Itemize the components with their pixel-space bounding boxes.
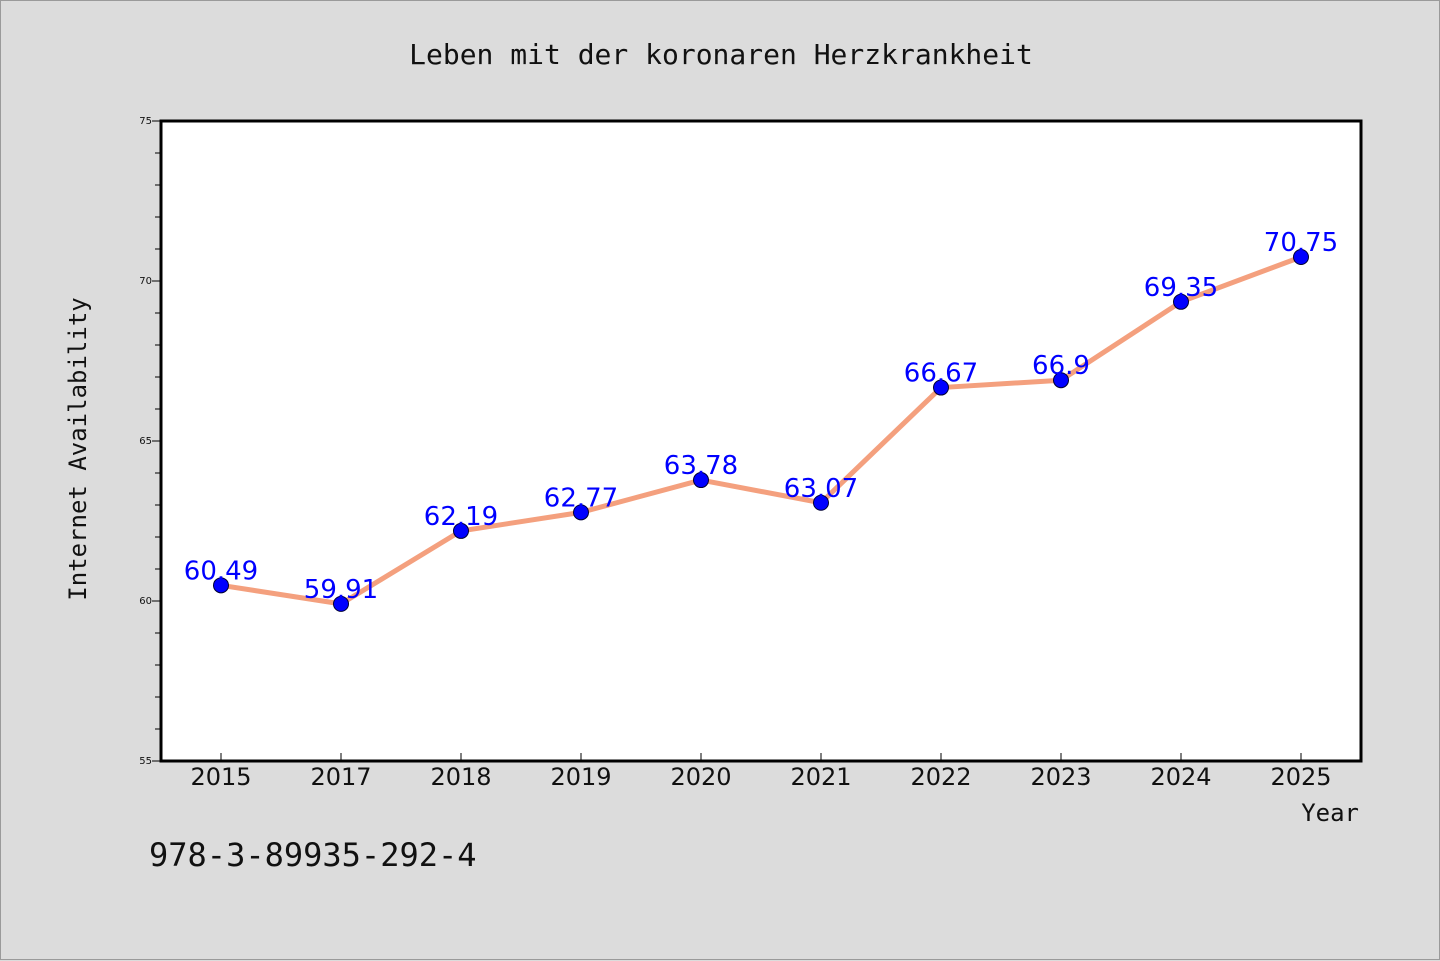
y-tick-label: 75 (139, 116, 152, 127)
x-tick-label: 2023 (1030, 763, 1091, 791)
x-tick-label: 2015 (190, 763, 251, 791)
data-series: 60.49 59.91 62.19 62.77 63.78 63.07 66.67 66.9 6… (184, 228, 1338, 612)
x-tick-label: 2019 (550, 763, 611, 791)
x-axis-label: Year (1301, 799, 1359, 827)
x-axis: 2015 2017 2018 2019 2020 2021 2022 2023 2024 2025 (190, 753, 1332, 791)
data-point (693, 472, 709, 489)
data-point (1293, 249, 1309, 265)
data-label: 66.67 (904, 359, 978, 389)
data-label: 66.9 (1032, 351, 1090, 381)
data-label: 62.77 (544, 483, 618, 513)
data-label: 63.07 (784, 474, 858, 504)
data-label: 60.49 (184, 556, 258, 586)
data-label: 62.19 (424, 502, 498, 532)
data-point (1053, 372, 1069, 389)
data-label: 69.35 (1144, 273, 1218, 303)
data-label: 70.75 (1264, 228, 1338, 258)
x-tick-label: 2024 (1150, 763, 1211, 791)
y-tick-label: 65 (139, 436, 152, 447)
x-tick-label: 2017 (310, 763, 371, 791)
isbn-text: 978-3-89935-292-4 (149, 836, 477, 874)
y-tick-label: 70 (139, 276, 152, 287)
data-label: 59.91 (304, 575, 378, 605)
x-tick-label: 2021 (790, 763, 851, 791)
x-tick-label: 2025 (1270, 763, 1331, 791)
data-point (453, 522, 469, 539)
y-tick-label: 60 (139, 596, 152, 607)
y-axis-label: Internet Availability (64, 297, 92, 600)
series-line (218, 254, 1304, 607)
data-point (573, 504, 589, 521)
plot-area (159, 119, 1363, 763)
data-point (933, 379, 949, 396)
data-point (333, 595, 349, 612)
x-tick-label: 2018 (430, 763, 491, 791)
x-tick-label: 2022 (910, 763, 971, 791)
x-tick-label: 2020 (670, 763, 731, 791)
data-point (813, 494, 829, 511)
data-point (1173, 293, 1189, 310)
y-tick-label: 55 (139, 756, 152, 767)
y-axis: 55 60 65 70 75 (139, 116, 161, 767)
data-point (213, 577, 229, 594)
data-label: 63.78 (664, 451, 738, 481)
chart-title: Leben mit der koronaren Herzkrankheit (409, 38, 1033, 71)
